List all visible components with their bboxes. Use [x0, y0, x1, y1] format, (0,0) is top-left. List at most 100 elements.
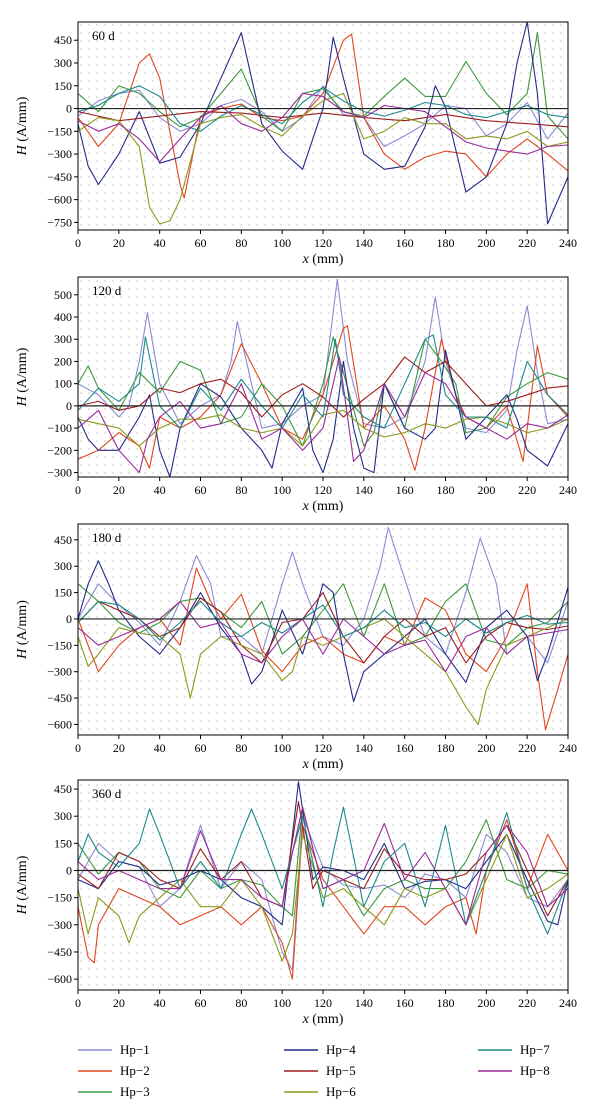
x-tick-label: 200 — [477, 996, 495, 1010]
series-line-hp-7 — [78, 806, 568, 935]
x-axis-symbol: x — [302, 1012, 310, 1027]
x-tick-label: 20 — [113, 483, 125, 497]
x-axis-unit: (mm) — [309, 499, 344, 514]
y-axis-symbol: H — [15, 648, 30, 660]
y-tick-label: −750 — [47, 215, 72, 229]
x-tick-label: 0 — [75, 996, 81, 1010]
legend-item-hp-7: Hp−7 — [478, 1042, 550, 1057]
series-line-hp-2 — [78, 33, 568, 199]
x-tick-label: 80 — [235, 996, 247, 1010]
x-tick-label: 120 — [314, 996, 332, 1010]
x-tick-label: 120 — [314, 236, 332, 250]
legend-item-hp-5: Hp−5 — [284, 1063, 356, 1078]
y-tick-label: 300 — [54, 56, 72, 70]
chart-panel: −600 −450 −300 −150 0 150 300 450 0 20 40 60 80 100 12… — [15, 523, 577, 772]
legend-item-hp-8: Hp−8 — [478, 1063, 550, 1078]
y-tick-label: 200 — [54, 354, 72, 368]
x-tick-label: 220 — [518, 236, 536, 250]
x-tick-label: 60 — [195, 236, 207, 250]
y-tick-label: −450 — [47, 170, 72, 184]
x-tick-label: 240 — [559, 741, 577, 755]
y-axis-symbol: H — [15, 144, 30, 156]
x-tick-label: 140 — [355, 236, 373, 250]
y-tick-label: 150 — [54, 586, 72, 600]
x-tick-label: 200 — [477, 741, 495, 755]
grid-dots — [78, 524, 568, 735]
series-group — [78, 22, 568, 225]
x-axis-unit: (mm) — [309, 252, 344, 267]
y-tick-label: −150 — [47, 638, 72, 652]
y-tick-label: −450 — [47, 945, 72, 959]
legend-label: Hp−7 — [520, 1042, 550, 1057]
series-line-hp-8 — [78, 806, 568, 926]
chart-panel: −300 −200 −100 0 100 200 300 400 500 0 20 40 60 80 100… — [15, 276, 577, 514]
x-tick-label: 20 — [113, 236, 125, 250]
y-tick-label: 0 — [66, 612, 72, 626]
panel-label: 180 d — [92, 530, 122, 545]
legend: Hp−1 Hp−4 Hp−7 Hp−2 Hp−5 Hp−8 Hp−3 Hp−6 — [78, 1042, 550, 1099]
series-line-hp-6 — [78, 92, 568, 225]
y-axis-title: H (A/mm) — [15, 600, 30, 660]
grid-dots — [78, 22, 568, 230]
x-tick-label: 140 — [355, 741, 373, 755]
y-tick-label: −300 — [47, 665, 72, 679]
legend-label: Hp−1 — [120, 1042, 150, 1057]
x-tick-label: 0 — [75, 236, 81, 250]
y-axis-symbol: H — [15, 903, 30, 915]
x-axis-title: x (mm) — [302, 252, 344, 267]
series-line-hp-7 — [78, 600, 568, 641]
legend-item-hp-3: Hp−3 — [78, 1084, 150, 1099]
x-tick-label: 220 — [518, 996, 536, 1010]
y-axis-title: H (A/mm) — [15, 855, 30, 915]
legend-label: Hp−5 — [326, 1063, 356, 1078]
y-tick-label: 300 — [54, 559, 72, 573]
legend-item-hp-1: Hp−1 — [78, 1042, 150, 1057]
grid-dots — [78, 277, 568, 477]
series-group — [78, 781, 568, 980]
y-tick-label: −600 — [47, 972, 72, 986]
panel-label: 360 d — [92, 786, 122, 801]
legend-item-hp-4: Hp−4 — [284, 1042, 356, 1057]
x-tick-label: 100 — [273, 996, 291, 1010]
y-tick-label: −600 — [47, 717, 72, 731]
y-tick-label: 450 — [54, 782, 72, 796]
x-axis-unit: (mm) — [309, 1012, 344, 1027]
x-tick-label: 20 — [113, 996, 125, 1010]
x-axis-unit: (mm) — [309, 757, 344, 772]
x-tick-label: 180 — [437, 996, 455, 1010]
x-tick-label: 0 — [75, 741, 81, 755]
y-tick-label: 0 — [66, 102, 72, 116]
x-tick-label: 120 — [314, 741, 332, 755]
x-tick-label: 20 — [113, 741, 125, 755]
x-tick-label: 140 — [355, 483, 373, 497]
x-axis-symbol: x — [302, 252, 310, 267]
y-tick-label: 500 — [54, 288, 72, 302]
y-tick-label: 150 — [54, 836, 72, 850]
legend-label: Hp−3 — [120, 1084, 150, 1099]
x-tick-label: 180 — [437, 236, 455, 250]
y-tick-label: 300 — [54, 332, 72, 346]
y-axis-symbol: H — [15, 395, 30, 407]
series-line-hp-3 — [78, 32, 568, 140]
legend-item-hp-2: Hp−2 — [78, 1063, 150, 1078]
series-line-hp-6 — [78, 833, 568, 962]
series-line-hp-6 — [78, 618, 568, 726]
x-tick-label: 120 — [314, 483, 332, 497]
y-tick-label: 400 — [54, 310, 72, 324]
x-tick-label: 240 — [559, 996, 577, 1010]
y-tick-label: 0 — [66, 864, 72, 878]
x-tick-label: 200 — [477, 483, 495, 497]
x-tick-label: 160 — [396, 741, 414, 755]
series-line-hp-8 — [78, 356, 568, 474]
y-tick-label: −150 — [47, 124, 72, 138]
y-tick-label: 300 — [54, 809, 72, 823]
x-tick-label: 160 — [396, 483, 414, 497]
series-line-hp-5 — [78, 801, 568, 917]
y-tick-label: −300 — [47, 466, 72, 480]
series-line-hp-2 — [78, 325, 568, 471]
legend-label: Hp−8 — [520, 1063, 550, 1078]
y-tick-label: −450 — [47, 691, 72, 705]
x-tick-label: 160 — [396, 236, 414, 250]
legend-label: Hp−4 — [326, 1042, 356, 1057]
